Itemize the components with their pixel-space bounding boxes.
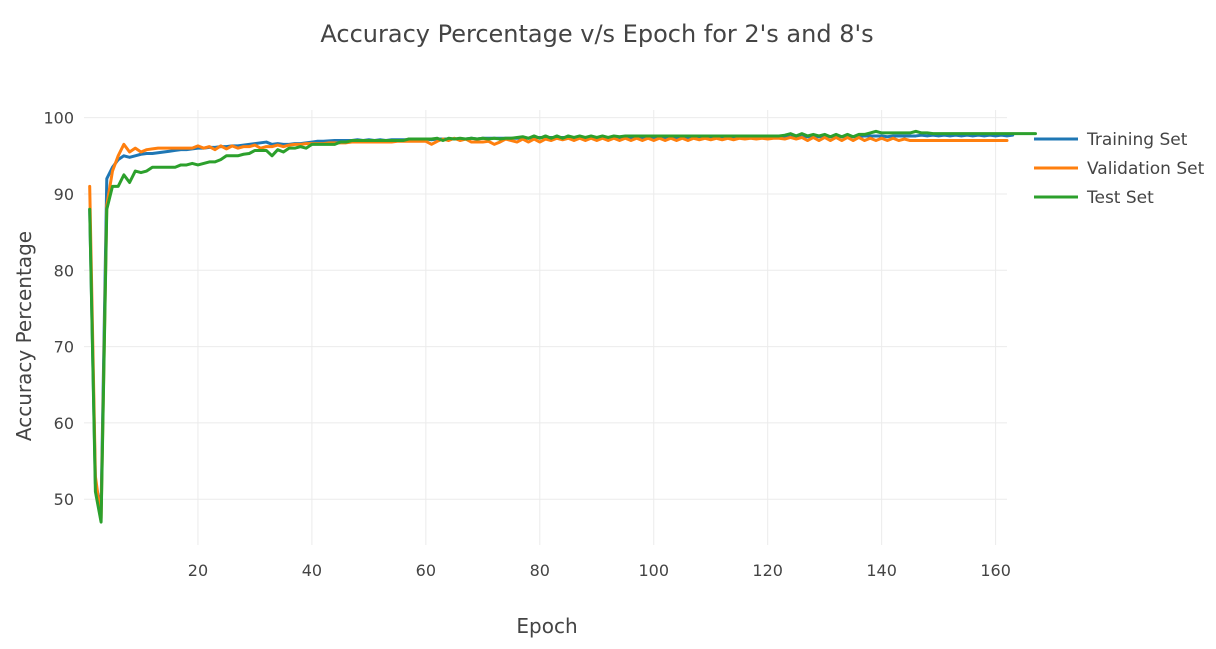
x-tick-label: 60 (416, 561, 436, 580)
legend-label: Validation Set (1087, 159, 1205, 179)
series-line-test-set (88, 129, 1037, 524)
x-tick-label: 120 (752, 561, 783, 580)
y-tick-label: 60 (54, 414, 74, 433)
y-tick-label: 70 (54, 338, 74, 357)
y-tick-label: 100 (43, 109, 74, 128)
legend-label: Training Set (1086, 130, 1188, 150)
y-tick-label: 80 (54, 261, 74, 280)
grid-layer (84, 110, 1007, 545)
legend-label: Test Set (1086, 188, 1154, 208)
x-axis-title: Epoch (516, 614, 577, 638)
x-tick-label: 20 (188, 561, 208, 580)
x-tick-label: 80 (530, 561, 550, 580)
x-tick-label: 160 (980, 561, 1011, 580)
x-tick-label: 40 (302, 561, 322, 580)
y-tick-labels: 50 60 70 80 90 100 (43, 109, 74, 510)
x-tick-labels: 20 40 60 80 100 120 140 160 (188, 561, 1011, 580)
chart-title: Accuracy Percentage v/s Epoch for 2's an… (320, 20, 873, 48)
series-line-validation-set (88, 135, 1009, 520)
series-layer (88, 129, 1037, 524)
legend: Training Set Validation Set Test Set (1034, 130, 1205, 208)
y-tick-label: 50 (54, 490, 74, 509)
y-tick-label: 90 (54, 185, 74, 204)
y-axis-title: Accuracy Percentage (12, 231, 36, 441)
x-tick-label: 100 (638, 561, 669, 580)
x-tick-label: 140 (866, 561, 897, 580)
